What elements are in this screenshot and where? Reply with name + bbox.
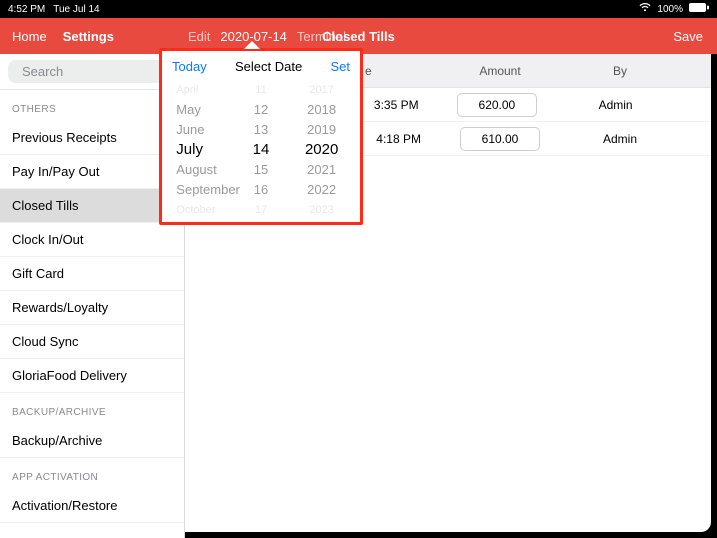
svg-text:i: i <box>677 99 680 110</box>
wheel-option: 2023 <box>309 200 333 220</box>
sidebar-item-pay-in-out[interactable]: Pay In/Pay Out <box>0 155 184 189</box>
wheel-option: 12 <box>254 100 268 120</box>
wheel-option: 2022 <box>307 180 336 200</box>
sidebar-item-cloud-sync[interactable]: Cloud Sync <box>0 325 184 359</box>
picker-set-button[interactable]: Set <box>330 59 350 74</box>
amount-input[interactable]: 610.00 <box>460 127 540 151</box>
wheel-option: 13 <box>254 120 268 140</box>
sidebar-item-activation-restore[interactable]: Activation/Restore <box>0 489 184 523</box>
nav-terminal[interactable]: Terminal <box>297 29 346 44</box>
info-icon[interactable]: i <box>670 95 686 114</box>
battery-pct: 100% <box>657 4 683 15</box>
year-wheel[interactable]: 2017 2018 2019 2020 2021 2022 2023 <box>292 80 352 220</box>
sidebar-item-backup-archive[interactable]: Backup/Archive <box>0 424 184 458</box>
cell-by: Admin <box>561 98 670 112</box>
wheel-option: 15 <box>254 160 268 180</box>
wheel-option: 11 <box>255 80 266 100</box>
section-header-backup: BACKUP/ARCHIVE <box>0 393 184 424</box>
wheel-option: 2018 <box>307 100 336 120</box>
status-date: Tue Jul 14 <box>53 4 99 15</box>
col-header-by: By <box>565 64 675 78</box>
chevron-right-icon <box>692 98 699 112</box>
sidebar-item-closed-tills[interactable]: Closed Tills <box>0 189 184 223</box>
wifi-icon <box>639 3 651 15</box>
month-wheel[interactable]: April May June July August September Oct… <box>170 80 230 220</box>
sidebar-item-previous-receipts[interactable]: Previous Receipts <box>0 121 184 155</box>
nav-settings[interactable]: Settings <box>63 29 114 44</box>
col-header-amount: Amount <box>435 64 565 78</box>
wheel-option: August <box>176 160 216 180</box>
wheel-option: June <box>176 120 204 140</box>
cell-by: Admin <box>565 132 675 146</box>
sidebar-item-rewards-loyalty[interactable]: Rewards/Loyalty <box>0 291 184 325</box>
sidebar-item-clock-in-out[interactable]: Clock In/Out <box>0 223 184 257</box>
section-header-activation: APP ACTIVATION <box>0 458 184 489</box>
wheel-option: April <box>176 80 198 100</box>
sidebar: OTHERS Previous Receipts Pay In/Pay Out … <box>0 54 185 538</box>
wheel-option: May <box>176 100 201 120</box>
status-time: 4:52 PM <box>8 4 45 15</box>
wheel-selected: July <box>176 140 203 160</box>
picker-today-button[interactable]: Today <box>172 59 207 74</box>
battery-icon <box>689 3 709 15</box>
date-picker-popover: Today Select Date Set April May June Jul… <box>159 48 363 225</box>
wheel-option: 16 <box>254 180 268 200</box>
wheel-option: 2019 <box>307 120 336 140</box>
wheel-option: 2021 <box>307 160 336 180</box>
status-bar: 4:52 PM Tue Jul 14 100% <box>0 0 717 18</box>
search-field[interactable] <box>8 60 176 83</box>
wheel-option: October <box>176 200 215 220</box>
wheel-option: 17 <box>255 200 267 220</box>
nav-edit[interactable]: Edit <box>188 29 210 44</box>
sidebar-item-gift-card[interactable]: Gift Card <box>0 257 184 291</box>
nav-home[interactable]: Home <box>12 29 47 44</box>
wheel-selected: 14 <box>253 140 270 160</box>
day-wheel[interactable]: 11 12 13 14 15 16 17 <box>231 80 291 220</box>
amount-input[interactable]: 620.00 <box>457 93 537 117</box>
wheel-selected: 2020 <box>305 140 338 160</box>
picker-title: Select Date <box>235 59 302 74</box>
sidebar-item-gloriafood[interactable]: GloriaFood Delivery <box>0 359 184 393</box>
nav-save[interactable]: Save <box>673 29 717 44</box>
section-header-others: OTHERS <box>0 90 184 121</box>
wheel-option: 2017 <box>309 80 333 100</box>
